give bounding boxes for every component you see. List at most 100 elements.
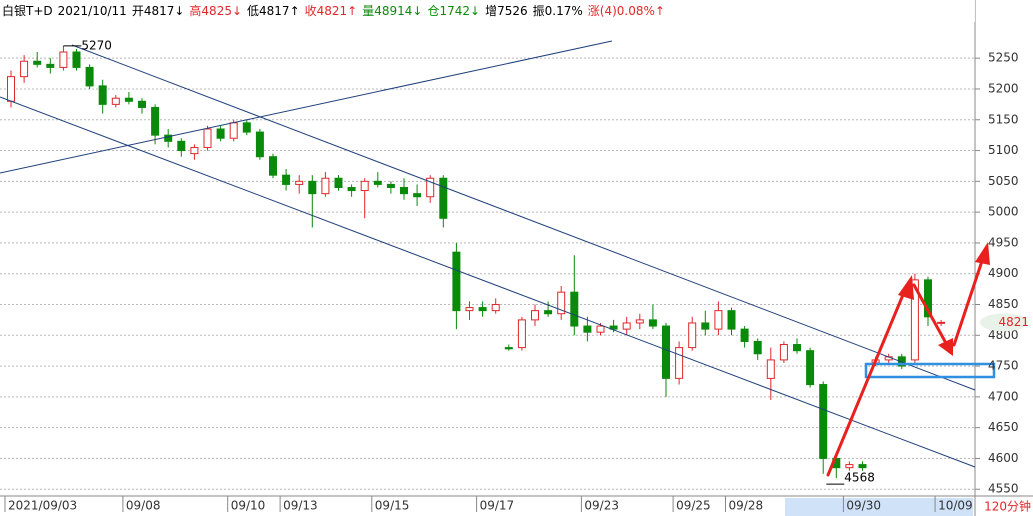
candle-body: [858, 464, 867, 469]
candle-body: [216, 128, 225, 139]
candle-body: [400, 186, 408, 195]
x-tick-label: 09/10: [231, 499, 266, 513]
candle-body: [596, 325, 605, 333]
header-item: 低4817↑: [247, 4, 300, 18]
x-tick-label: 09/08: [126, 499, 161, 513]
candle-body: [583, 325, 592, 333]
x-tick-label: 09/30: [846, 499, 881, 513]
candle-body: [308, 180, 317, 195]
labels: 4550 4600 4650 4700 4750 4800 4850 4900 4950 5000…: [4, 38, 1029, 513]
arrow: [912, 283, 949, 347]
candle-body: [98, 85, 107, 105]
candle-body: [740, 328, 749, 342]
candle-body: [20, 60, 29, 78]
candle-body: [282, 174, 291, 185]
candle-body: [753, 340, 762, 355]
y-tick-label: 4750: [988, 359, 1019, 373]
y-tick-label: 5250: [988, 51, 1019, 65]
candle-body: [33, 60, 42, 65]
trend-line: [71, 44, 976, 391]
trend-lines: [0, 40, 976, 468]
header-item: 增7526: [485, 4, 528, 18]
y-tick-label: 4700: [988, 389, 1019, 403]
candle-body: [688, 322, 697, 349]
x-tick-label: 09/13: [283, 499, 318, 513]
candle-body: [242, 122, 251, 133]
candle-body: [531, 310, 539, 321]
candle-body: [124, 97, 133, 102]
x-tick-label: 10/09: [938, 499, 973, 513]
candle-body: [7, 76, 15, 102]
candle-body: [675, 347, 684, 379]
x-tick-label: 09/17: [480, 499, 515, 513]
period-label: 120分钟: [984, 499, 1031, 514]
candle-body: [504, 347, 513, 350]
candle-body: [701, 322, 710, 330]
candles: [7, 45, 946, 479]
header-item: 仓1742↓: [427, 4, 480, 18]
last-price: 4821: [998, 315, 1029, 329]
x-tick-label: 09/28: [729, 499, 764, 513]
x-tick-label: 2021/09/03: [8, 499, 77, 513]
candle-body: [937, 321, 946, 324]
candle-body: [46, 63, 55, 68]
candle-body: [478, 307, 487, 312]
x-tick-label: 09/15: [375, 499, 410, 513]
candle-body: [609, 325, 618, 330]
candle-body: [151, 106, 160, 136]
y-tick-label: 5000: [988, 205, 1019, 219]
header-item: 2021/10/11: [58, 4, 127, 18]
candle-body: [622, 322, 631, 330]
candle-body: [269, 156, 277, 176]
candle-body: [59, 51, 68, 68]
header-item: 白银T+D: [2, 3, 53, 18]
candle-body: [413, 193, 422, 198]
range-highlight: [785, 498, 973, 516]
candle-body: [360, 180, 369, 192]
candle-body: [897, 356, 906, 367]
y-tick-label: 5200: [988, 81, 1019, 95]
y-tick-label: 4950: [988, 235, 1019, 249]
last-price-bg: [980, 313, 1028, 332]
header-item: 量48914↓: [362, 4, 422, 18]
header-item: 涨(4)0.08%↑: [588, 3, 665, 18]
candle-body: [190, 146, 199, 155]
x-tick-label: 09/23: [584, 499, 619, 513]
candle-body: [819, 384, 828, 459]
candle-body: [714, 310, 723, 330]
candle-body: [845, 464, 854, 469]
arrows: [826, 242, 990, 477]
y-tick-label: 4650: [988, 420, 1019, 434]
candle-body: [386, 183, 395, 188]
candle-body: [255, 131, 264, 158]
candle-body: [924, 279, 932, 318]
candle-body: [806, 350, 815, 386]
y-tick-label: 4800: [988, 328, 1019, 342]
candle-body: [111, 97, 120, 105]
candle-body: [426, 177, 435, 198]
candle-body: [334, 177, 343, 188]
header: 白银T+D 2021/10/11 开4817↓ 高4825↓ 低4817↑ 收4821↑ 量…: [2, 3, 665, 18]
candle-body: [439, 177, 448, 219]
candle-body: [373, 180, 382, 185]
candle-body: [727, 310, 736, 330]
candle-body: [910, 279, 919, 361]
candle-body: [347, 186, 356, 192]
trend-line: [0, 40, 613, 174]
y-tick-label: 5100: [988, 143, 1019, 157]
header-item: 开4817↓: [132, 4, 185, 18]
candle-body: [570, 291, 579, 327]
candle-body: [662, 325, 670, 379]
candle-body: [793, 344, 801, 352]
high-label: 5270: [81, 38, 112, 52]
candle-body: [491, 303, 500, 312]
candle-body: [203, 128, 212, 148]
highlight-box: [864, 362, 996, 379]
candle-body: [544, 310, 553, 315]
candle-body: [85, 66, 94, 87]
candle-body: [138, 100, 146, 108]
low-label: 4568: [844, 471, 875, 485]
candle-body: [72, 51, 81, 68]
candle-body: [229, 122, 238, 139]
